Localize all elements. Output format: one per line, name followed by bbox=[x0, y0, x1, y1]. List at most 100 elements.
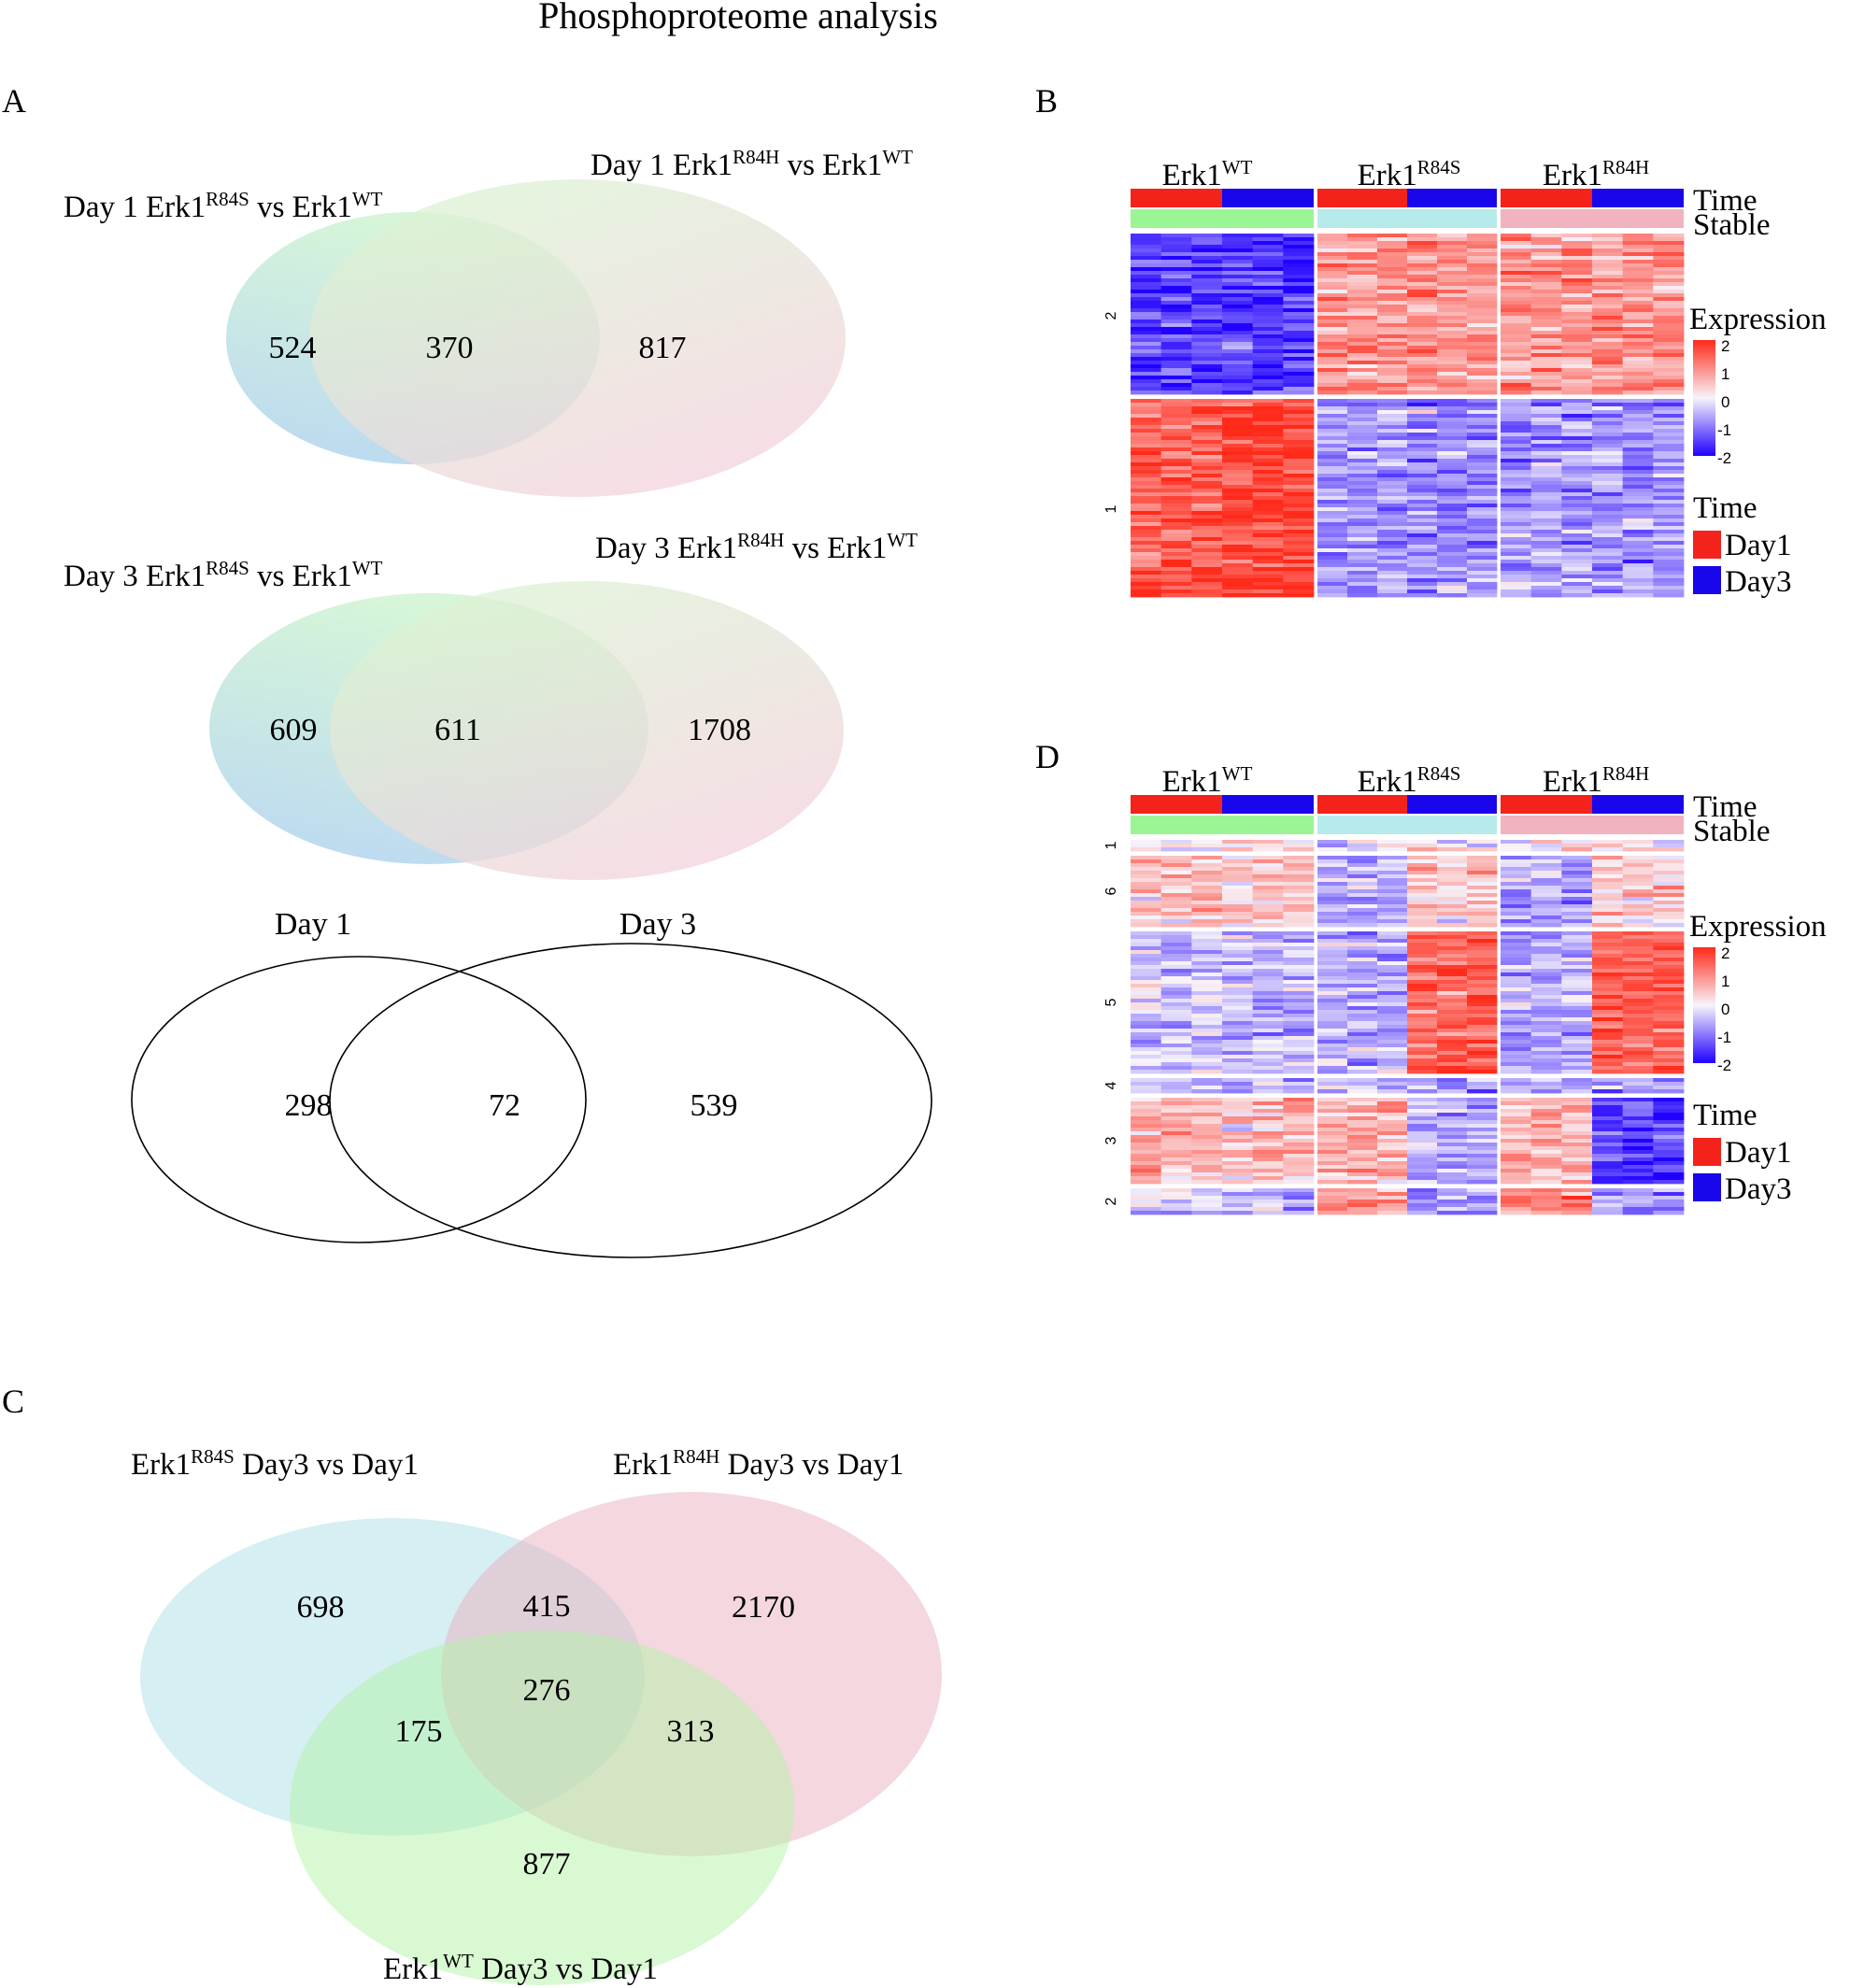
heatmap-cell bbox=[1283, 518, 1315, 523]
heatmap-cell bbox=[1377, 878, 1408, 883]
heatmap-cell bbox=[1467, 237, 1498, 242]
heatmap-cell bbox=[1222, 470, 1254, 475]
heatmap-cell bbox=[1131, 425, 1162, 430]
heatmap-cell bbox=[1377, 1109, 1408, 1114]
heatmap-cell bbox=[1561, 571, 1593, 575]
heatmap-cell bbox=[1252, 357, 1284, 362]
heatmap-cell bbox=[1437, 1040, 1468, 1044]
heatmap-cell bbox=[1467, 406, 1498, 411]
heatmap-cell bbox=[1191, 492, 1223, 497]
heatmap-cell bbox=[1252, 1066, 1284, 1071]
heatmap-cell bbox=[1622, 1006, 1654, 1011]
heatmap-d-row-stable-label: Stable bbox=[1693, 815, 1770, 848]
heatmap-cell bbox=[1653, 436, 1685, 441]
heatmap-cell bbox=[1530, 859, 1562, 864]
time-bar-day1 bbox=[1317, 189, 1407, 207]
heatmap-cell bbox=[1467, 256, 1498, 261]
heatmap-cell bbox=[1467, 357, 1498, 362]
heatmap-cell bbox=[1437, 1131, 1468, 1136]
heatmap-cell bbox=[1131, 410, 1162, 415]
heatmap-cell bbox=[1561, 575, 1593, 579]
heatmap-cell bbox=[1561, 507, 1593, 512]
heatmap-cell bbox=[1530, 552, 1562, 557]
heatmap-cell bbox=[1561, 1089, 1593, 1094]
heatmap-cell bbox=[1347, 1161, 1378, 1166]
heatmap-cell bbox=[1347, 578, 1378, 583]
heatmap-cell bbox=[1191, 515, 1223, 519]
heatmap-cell bbox=[1592, 290, 1624, 294]
heatmap-cell bbox=[1131, 897, 1162, 902]
heatmap-cell bbox=[1407, 399, 1438, 404]
heatmap-cell bbox=[1407, 1203, 1438, 1208]
heatmap-cell bbox=[1501, 552, 1532, 557]
heatmap-cell bbox=[1622, 1165, 1654, 1170]
heatmap-cell bbox=[1501, 1089, 1532, 1094]
heatmap-cell bbox=[1467, 571, 1498, 575]
heatmap-cell bbox=[1501, 260, 1532, 264]
heatmap-cell bbox=[1191, 1169, 1223, 1173]
heatmap-cell bbox=[1131, 893, 1162, 898]
heatmap-cell bbox=[1407, 507, 1438, 512]
heatmap-cell bbox=[1317, 965, 1348, 970]
heatmap-cell bbox=[1317, 871, 1348, 875]
heatmap-cell bbox=[1191, 286, 1223, 291]
heatmap-cell bbox=[1530, 241, 1562, 246]
heatmap-cell bbox=[1377, 1200, 1408, 1204]
heatmap-cell bbox=[1160, 477, 1192, 482]
heatmap-cell bbox=[1191, 976, 1223, 981]
heatmap-cell bbox=[1622, 867, 1654, 872]
heatmap-cell bbox=[1252, 916, 1284, 920]
heatmap-cell bbox=[1377, 999, 1408, 1003]
heatmap-cell bbox=[1592, 245, 1624, 249]
heatmap-cell bbox=[1561, 379, 1593, 384]
heatmap-cell bbox=[1131, 500, 1162, 504]
heatmap-cell bbox=[1191, 904, 1223, 909]
heatmap-cell bbox=[1437, 545, 1468, 549]
heatmap-cell bbox=[1653, 943, 1685, 947]
heatmap-cell bbox=[1407, 390, 1438, 395]
heatmap-cell bbox=[1501, 904, 1532, 909]
heatmap-cell bbox=[1347, 316, 1378, 320]
heatmap-cell bbox=[1317, 556, 1348, 561]
heatmap-cell bbox=[1622, 511, 1654, 516]
heatmap-cell bbox=[1653, 361, 1685, 365]
heatmap-cell bbox=[1467, 372, 1498, 376]
heatmap-cell bbox=[1530, 912, 1562, 916]
heatmap-cell bbox=[1561, 954, 1593, 958]
heatmap-cell bbox=[1252, 496, 1284, 501]
heatmap-cell bbox=[1347, 451, 1378, 456]
heatmap-cell bbox=[1592, 500, 1624, 504]
heatmap-cell bbox=[1407, 1082, 1438, 1086]
heatmap-cell bbox=[1622, 334, 1654, 339]
heatmap-cell bbox=[1131, 878, 1162, 883]
heatmap-cell bbox=[1592, 1105, 1624, 1110]
time-bar-day3 bbox=[1222, 795, 1314, 814]
heatmap-cell bbox=[1501, 248, 1532, 253]
heatmap-cell bbox=[1191, 844, 1223, 848]
heatmap-cell bbox=[1283, 901, 1315, 905]
heatmap-cell bbox=[1160, 871, 1192, 875]
heatmap-cell bbox=[1467, 323, 1498, 328]
heatmap-cell bbox=[1653, 429, 1685, 433]
heatmap-cell bbox=[1407, 353, 1438, 358]
heatmap-cell bbox=[1653, 901, 1685, 905]
heatmap-cell bbox=[1222, 1188, 1254, 1193]
heatmap-cell bbox=[1653, 537, 1685, 542]
heatmap-cell bbox=[1622, 886, 1654, 890]
heatmap-cell bbox=[1622, 459, 1654, 463]
heatmap-cell bbox=[1622, 256, 1654, 261]
heatmap-cell bbox=[1222, 320, 1254, 324]
heatmap-cell bbox=[1592, 489, 1624, 493]
heatmap-cell bbox=[1347, 1165, 1378, 1170]
heatmap-b-legend-tick: 0 bbox=[1721, 393, 1729, 411]
heatmap-cell bbox=[1160, 387, 1192, 391]
heatmap-cell bbox=[1561, 323, 1593, 328]
heatmap-cell bbox=[1592, 1078, 1624, 1083]
heatmap-cell bbox=[1191, 1188, 1223, 1193]
heatmap-cell bbox=[1407, 961, 1438, 966]
heatmap-cell bbox=[1160, 965, 1192, 970]
heatmap-cell bbox=[1191, 1070, 1223, 1074]
heatmap-cell bbox=[1437, 451, 1468, 456]
heatmap-cell bbox=[1252, 1089, 1284, 1094]
heatmap-cell bbox=[1530, 511, 1562, 516]
